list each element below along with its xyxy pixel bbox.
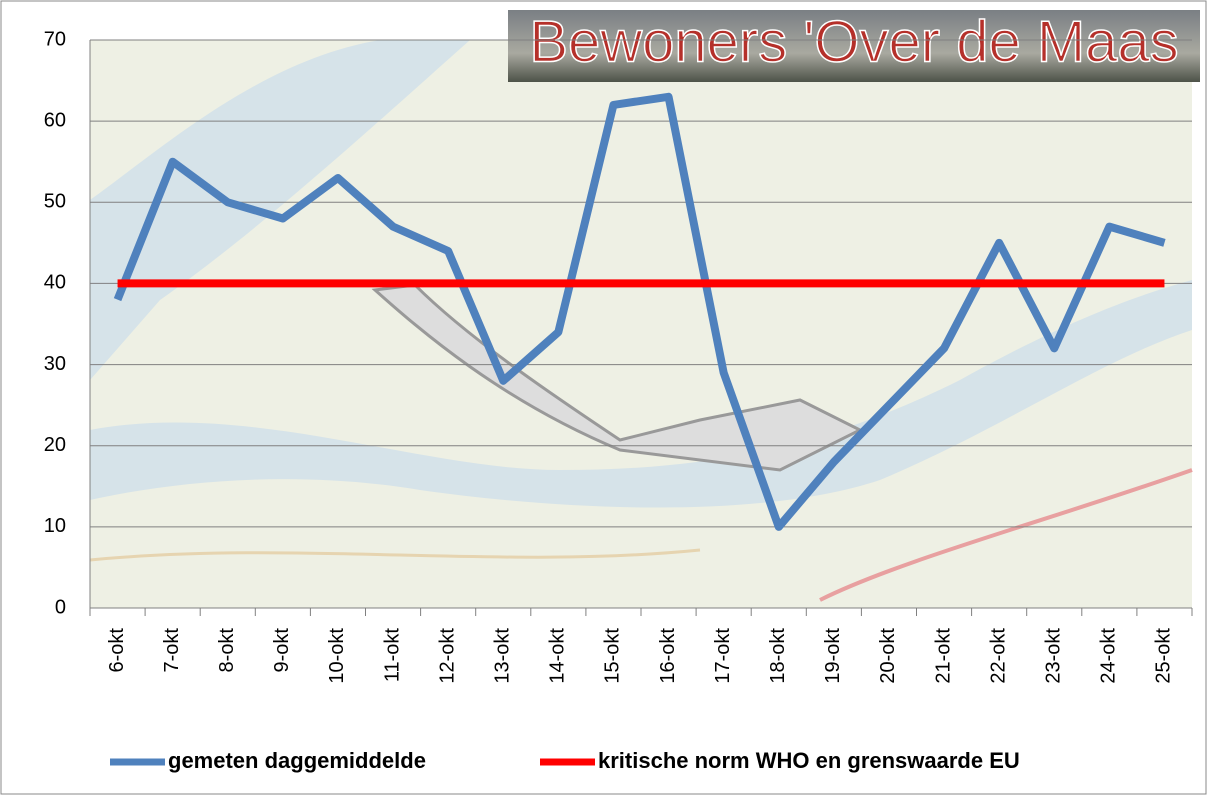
x-tick-label: 16-okt <box>657 628 679 684</box>
y-tick-label: 40 <box>44 272 66 294</box>
y-tick-label: 0 <box>55 596 66 618</box>
x-tick-label: 23-okt <box>1043 628 1065 684</box>
x-tick-label: 18-okt <box>767 628 789 684</box>
y-tick-label: 50 <box>44 191 66 213</box>
x-tick-label: 22-okt <box>987 628 1009 684</box>
x-tick-label: 25-okt <box>1153 628 1175 684</box>
x-tick-label: 14-okt <box>547 628 569 684</box>
x-tick-label: 12-okt <box>436 628 458 684</box>
x-tick-label: 9-okt <box>271 628 293 673</box>
chart: Bewoners 'Over de Maas 0 10 20 30 40 50 60 70 6-… <box>0 0 1208 796</box>
x-tick-label: 6-okt <box>106 628 128 673</box>
legend-label: gemeten daggemiddelde <box>168 748 426 773</box>
x-tick-label: 17-okt <box>712 628 734 684</box>
x-tick-label: 7-okt <box>161 628 183 673</box>
x-tick-label: 15-okt <box>602 628 624 684</box>
x-tick-label: 24-okt <box>1098 628 1120 684</box>
x-tick-label: 11-okt <box>381 628 403 683</box>
y-tick-label: 20 <box>44 434 66 456</box>
y-tick-label: 70 <box>44 28 66 50</box>
map-background <box>90 40 1192 608</box>
banner-title: Bewoners 'Over de Maas <box>529 9 1178 74</box>
x-tick-label: 19-okt <box>822 628 844 684</box>
x-tick-label: 20-okt <box>877 628 899 684</box>
y-tick-label: 30 <box>44 353 66 375</box>
x-tick-label: 8-okt <box>216 628 238 673</box>
y-tick-label: 10 <box>44 515 66 537</box>
legend-label: kritische norm WHO en grenswaarde EU <box>598 748 1020 773</box>
x-tick-label: 21-okt <box>932 628 954 684</box>
y-tick-label: 60 <box>44 109 66 131</box>
x-tick-label: 13-okt <box>492 628 514 684</box>
page: Bewoners 'Over de Maas 0 10 20 30 40 50 60 70 6-… <box>0 0 1208 801</box>
banner: Bewoners 'Over de Maas <box>508 9 1200 82</box>
x-tick-label: 10-okt <box>326 628 348 684</box>
